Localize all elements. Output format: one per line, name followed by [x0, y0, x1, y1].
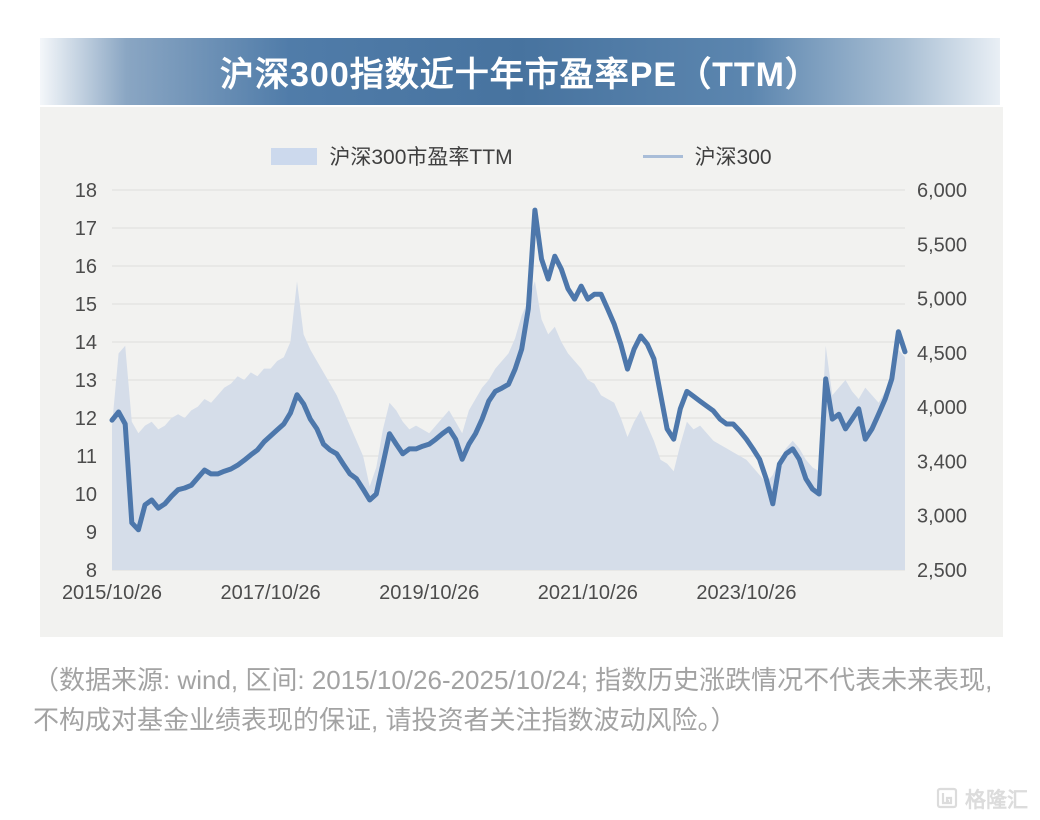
- y-axis-label-left: 9: [86, 522, 97, 544]
- x-axis-label: 2023/10/26: [696, 582, 796, 604]
- y-axis-label-left: 13: [75, 370, 97, 392]
- y-axis-label-left: 11: [76, 446, 97, 468]
- y-axis-label-left: 16: [75, 256, 97, 278]
- gelonghui-g-logo-icon: [936, 787, 958, 809]
- y-axis-label-left: 15: [75, 294, 97, 316]
- disclaimer-text: （数据来源: wind, 区间: 2015/10/26-2025/10/24; …: [33, 665, 993, 735]
- pe-area-series: [112, 281, 905, 570]
- x-axis-label: 2021/10/26: [538, 582, 638, 604]
- area-swatch-icon: [271, 147, 318, 165]
- watermark-label: 格隆汇: [965, 789, 1028, 812]
- y-axis-label-right: 5,500: [917, 234, 967, 256]
- y-axis-label-left: 14: [75, 332, 97, 354]
- chart-panel: 8 9 10 11 12 13 14 15 16 17 18 2,500 3,000 3,400 4,000…: [40, 107, 1003, 637]
- y-axis-label-left: 18: [75, 180, 97, 202]
- y-axis-label-right: 6,000: [917, 180, 967, 202]
- legend-line-label: 沪深300: [694, 146, 772, 169]
- y-axis-label-right: 4,000: [917, 397, 967, 419]
- legend-item-pe-area: 沪深300市盈率TTM: [271, 141, 513, 171]
- y-axis-label-right: 3,400: [917, 451, 967, 473]
- y-axis-label-left: 8: [86, 560, 97, 582]
- chart-title: 沪深300指数近十年市盈率PE（TTM）: [220, 56, 820, 94]
- chart-legend: 沪深300市盈率TTM 沪深300: [40, 141, 1003, 171]
- chart-title-banner: 沪深300指数近十年市盈率PE（TTM）: [40, 38, 1000, 105]
- legend-item-index-line: 沪深300: [642, 141, 772, 171]
- index-line-series: [109, 207, 908, 533]
- legend-area-label: 沪深300市盈率TTM: [329, 146, 513, 169]
- y-axis-label-right: 3,000: [917, 506, 967, 528]
- y-axis-label-left: 12: [75, 408, 97, 430]
- line-swatch-icon: [642, 154, 683, 158]
- y-axis-label-right: 5,000: [917, 289, 967, 311]
- watermark: 格隆汇: [936, 784, 1028, 814]
- x-axis-label: 2015/10/26: [62, 582, 162, 604]
- y-axis-label-left: 10: [75, 484, 97, 506]
- y-axis-label-left: 17: [75, 218, 97, 240]
- x-axis-label: 2017/10/26: [221, 582, 321, 604]
- x-axis-label: 2019/10/26: [379, 582, 479, 604]
- y-axis-label-right: 2,500: [917, 560, 967, 582]
- y-axis-label-right: 4,500: [917, 343, 967, 365]
- pe-ttm-chart: 8 9 10 11 12 13 14 15 16 17 18 2,500 3,000 3,400 4,000…: [62, 180, 967, 604]
